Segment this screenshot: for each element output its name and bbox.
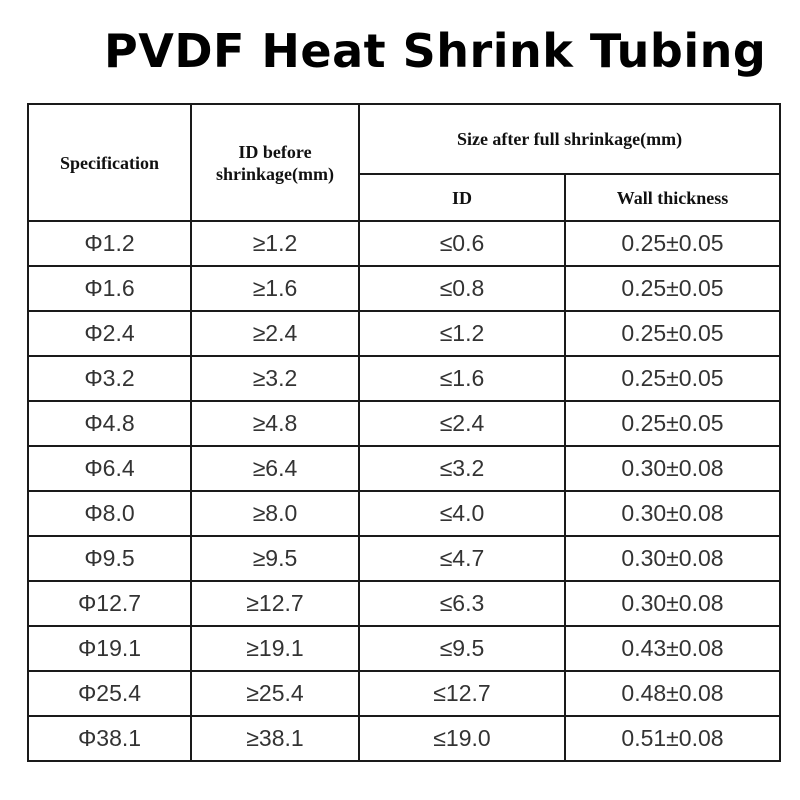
spec-cell: Φ1.6 [27,265,192,312]
spec-cell: Φ4.8 [27,400,192,447]
wall-thickness-cell: 0.25±0.05 [563,310,782,357]
table-body: Φ1.2 ≥1.2 ≤0.6 0.25±0.05 Φ1.6 ≥1.6 ≤0.8 0.25±0.… [27,220,782,762]
wall-thickness-cell: 0.43±0.08 [563,625,782,672]
id-after-cell: ≤9.5 [358,625,566,672]
table-row: Φ3.2 ≥3.2 ≤1.6 0.25±0.05 [27,355,782,402]
wall-thickness-cell: 0.30±0.08 [563,445,782,492]
wall-thickness-cell: 0.25±0.05 [563,265,782,312]
table-row: Φ12.7 ≥12.7 ≤6.3 0.30±0.08 [27,580,782,627]
table-row: Φ38.1 ≥38.1 ≤19.0 0.51±0.08 [27,715,782,762]
wall-thickness-cell: 0.25±0.05 [563,220,782,267]
wall-thickness-cell: 0.30±0.08 [563,490,782,537]
table-row: Φ6.4 ≥6.4 ≤3.2 0.30±0.08 [27,445,782,492]
wall-thickness-cell: 0.51±0.08 [563,715,782,762]
header-id-before-label: ID before shrinkage(mm) [216,141,334,184]
id-before-cell: ≥6.4 [190,445,360,492]
id-before-cell: ≥38.1 [190,715,360,762]
id-after-cell: ≤1.2 [358,310,566,357]
spec-cell: Φ8.0 [27,490,192,537]
spec-table: Specification ID before shrinkage(mm) Si… [27,103,782,762]
spec-cell: Φ2.4 [27,310,192,357]
header-size-after: Size after full shrinkage(mm) [357,103,782,175]
id-after-cell: ≤1.6 [358,355,566,402]
wall-thickness-cell: 0.30±0.08 [563,580,782,627]
spec-cell: Φ19.1 [27,625,192,672]
spec-cell: Φ6.4 [27,445,192,492]
id-before-cell: ≥1.2 [190,220,360,267]
table-row: Φ9.5 ≥9.5 ≤4.7 0.30±0.08 [27,535,782,582]
spec-cell: Φ9.5 [27,535,192,582]
id-after-cell: ≤6.3 [358,580,566,627]
page-title: PVDF Heat Shrink Tubing [104,24,767,78]
id-after-cell: ≤3.2 [358,445,566,492]
spec-cell: Φ3.2 [27,355,192,402]
id-after-cell: ≤12.7 [358,670,566,717]
header-wall-thickness: Wall thickness [563,173,782,222]
table-row: Φ2.4 ≥2.4 ≤1.2 0.25±0.05 [27,310,782,357]
table-row: Φ4.8 ≥4.8 ≤2.4 0.25±0.05 [27,400,782,447]
spec-cell: Φ38.1 [27,715,192,762]
id-after-cell: ≤0.8 [358,265,566,312]
id-after-cell: ≤2.4 [358,400,566,447]
id-after-cell: ≤4.0 [358,490,566,537]
table-row: Φ8.0 ≥8.0 ≤4.0 0.30±0.08 [27,490,782,537]
wall-thickness-cell: 0.25±0.05 [563,400,782,447]
wall-thickness-cell: 0.25±0.05 [563,355,782,402]
id-after-cell: ≤19.0 [358,715,566,762]
id-before-cell: ≥8.0 [190,490,360,537]
spec-cell: Φ12.7 [27,580,192,627]
id-after-cell: ≤4.7 [358,535,566,582]
id-before-cell: ≥4.8 [190,400,360,447]
wall-thickness-cell: 0.30±0.08 [563,535,782,582]
spec-cell: Φ25.4 [27,670,192,717]
table-row: Φ1.2 ≥1.2 ≤0.6 0.25±0.05 [27,220,782,267]
spec-cell: Φ1.2 [27,220,192,267]
table-row: Φ25.4 ≥25.4 ≤12.7 0.48±0.08 [27,670,782,717]
table-row: Φ19.1 ≥19.1 ≤9.5 0.43±0.08 [27,625,782,672]
id-before-cell: ≥3.2 [190,355,360,402]
header-id-before: ID before shrinkage(mm) [190,103,360,222]
id-before-cell: ≥19.1 [190,625,360,672]
id-after-cell: ≤0.6 [358,220,566,267]
id-before-cell: ≥12.7 [190,580,360,627]
id-before-cell: ≥9.5 [190,535,360,582]
header-id-after: ID [358,173,566,222]
id-before-cell: ≥2.4 [190,310,360,357]
wall-thickness-cell: 0.48±0.08 [563,670,782,717]
header-specification: Specification [27,103,192,222]
id-before-cell: ≥1.6 [190,265,360,312]
id-before-cell: ≥25.4 [190,670,360,717]
table-row: Φ1.6 ≥1.6 ≤0.8 0.25±0.05 [27,265,782,312]
